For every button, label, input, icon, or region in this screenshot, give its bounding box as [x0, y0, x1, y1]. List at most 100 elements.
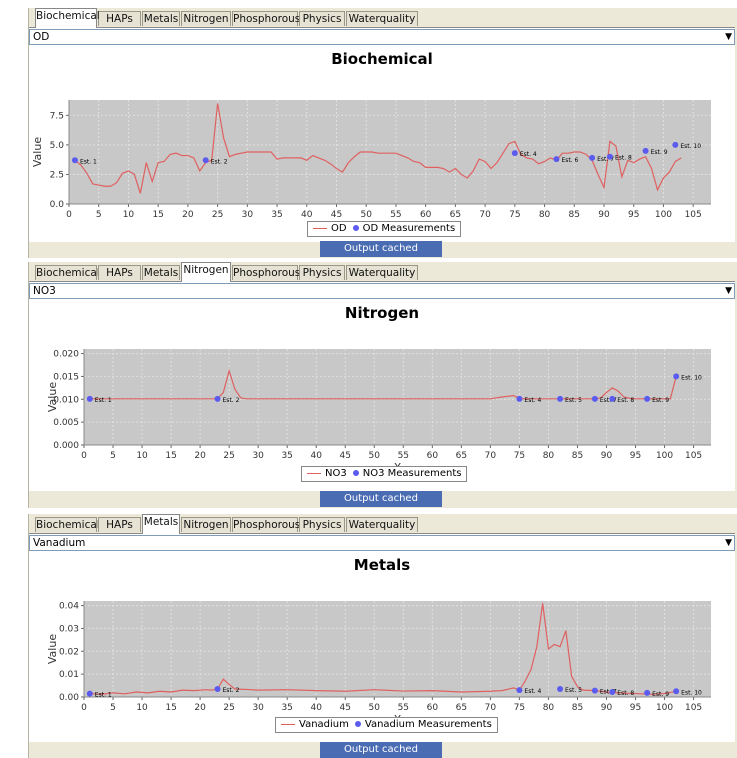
tab-physics[interactable]: Physics: [299, 11, 345, 26]
x-tick-label: 15: [165, 703, 176, 713]
point-label: Est. 7: [600, 397, 617, 404]
point-label: Est. 9: [652, 397, 669, 404]
parameter-select[interactable]: OD ▼: [29, 29, 735, 45]
panel-content: OD ▼ Biochemical 0 5 10 15 20 25 30 35 40 45 50 55 6…: [29, 27, 735, 242]
tab-haps[interactable]: HAPs: [98, 11, 141, 26]
y-tick-label: 0.015: [53, 372, 79, 382]
x-tick-label: 20: [194, 451, 206, 461]
dropdown-arrow-icon[interactable]: ▼: [725, 286, 732, 296]
x-tick-label: 70: [485, 451, 497, 461]
x-tick-label: 70: [485, 703, 497, 713]
point-label: Est. 1: [95, 692, 112, 699]
chart-panel-biochemical: Biochemical HAPs Metals Nitrogen Phosphorous…: [28, 8, 737, 258]
parameter-select[interactable]: Vanadium ▼: [29, 535, 735, 551]
point-label: Est. 10: [681, 374, 702, 381]
tab-haps[interactable]: HAPs: [98, 265, 141, 280]
tab-haps[interactable]: HAPs: [98, 517, 141, 532]
measurement-point: [672, 141, 679, 148]
x-tick-label: 45: [340, 451, 351, 461]
parameter-select-value: Vanadium: [33, 537, 86, 549]
x-tick-label: 55: [398, 703, 409, 713]
x-tick-label: 45: [331, 210, 342, 220]
x-tick-label: 25: [223, 703, 234, 713]
tab-nitrogen[interactable]: Nitrogen: [181, 11, 231, 26]
x-tick-label: 85: [572, 451, 583, 461]
x-tick-label: 30: [242, 210, 254, 220]
tab-metals[interactable]: Metals: [142, 514, 180, 534]
x-tick-label: 55: [390, 210, 401, 220]
x-tick-label: 105: [685, 210, 702, 220]
tab-waterquality[interactable]: Waterquality: [346, 265, 418, 280]
x-tick-label: 0: [81, 451, 87, 461]
measurement-point: [644, 395, 651, 402]
x-tick-label: 105: [685, 703, 702, 713]
tab-phosphorous[interactable]: Phosphorous: [232, 11, 301, 26]
measurement-point: [557, 686, 564, 692]
x-tick-label: 100: [656, 703, 673, 713]
tab-biochemical[interactable]: Biochemical: [35, 265, 100, 280]
y-tick-label: 2.5: [50, 170, 64, 180]
tab-metals[interactable]: Metals: [142, 265, 180, 280]
x-tick-label: 40: [310, 703, 322, 713]
chart-title: Metals: [353, 556, 411, 574]
legend-marker-swatch: [354, 721, 361, 727]
point-label: Est. 1: [80, 158, 97, 165]
x-tick-label: 0: [66, 210, 72, 220]
y-tick-label: 0.005: [53, 418, 79, 428]
tab-phosphorous[interactable]: Phosphorous: [232, 517, 301, 532]
point-label: Est. 9: [652, 691, 669, 698]
tab-strip: Biochemical HAPs Metals Nitrogen Phosphorous…: [33, 262, 733, 282]
point-label: Est. 10: [680, 143, 701, 150]
y-axis-label: Value: [46, 382, 59, 412]
x-tick-label: 100: [656, 451, 673, 461]
y-tick-label: 0.02: [59, 647, 79, 657]
x-tick-label: 95: [630, 703, 641, 713]
x-tick-label: 65: [456, 703, 467, 713]
x-tick-label: 35: [281, 451, 292, 461]
point-label: Est. 4: [524, 688, 541, 695]
point-label: Est. 5: [565, 397, 582, 404]
tab-waterquality[interactable]: Waterquality: [346, 11, 418, 26]
x-tick-label: 50: [369, 703, 381, 713]
measurement-point: [516, 395, 523, 402]
tab-physics[interactable]: Physics: [299, 517, 345, 532]
line-chart: 0 5 10 15 20 25 30 35 40 45 50 55 60 65 70 75 80 85 90 95 10…: [31, 100, 711, 233]
tab-nitrogen[interactable]: Nitrogen: [181, 262, 231, 282]
x-tick-label: 90: [598, 210, 610, 220]
legend-marker-swatch: [352, 225, 359, 231]
dropdown-arrow-icon[interactable]: ▼: [725, 538, 732, 548]
tab-metals[interactable]: Metals: [142, 11, 180, 26]
dropdown-arrow-icon[interactable]: ▼: [725, 32, 732, 42]
x-tick-label: 55: [398, 451, 409, 461]
measurement-point: [609, 395, 616, 402]
y-tick-label: 7.5: [50, 111, 64, 121]
x-tick-label: 95: [630, 451, 641, 461]
parameter-select-value: OD: [33, 31, 50, 43]
tab-waterquality[interactable]: Waterquality: [346, 517, 418, 532]
tab-nitrogen[interactable]: Nitrogen: [181, 517, 231, 532]
point-label: Est. 4: [520, 151, 537, 158]
tab-biochemical[interactable]: Biochemical: [35, 8, 100, 28]
parameter-select-value: NO3: [33, 285, 56, 297]
tab-biochemical[interactable]: Biochemical: [35, 517, 100, 532]
y-tick-label: 0.00: [59, 693, 79, 703]
x-tick-label: 35: [271, 210, 282, 220]
x-tick-label: 60: [420, 210, 432, 220]
x-tick-label: 40: [310, 451, 322, 461]
point-label: Est. 2: [223, 687, 240, 694]
tab-physics[interactable]: Physics: [299, 265, 345, 280]
legend-line-swatch: [313, 227, 327, 229]
x-tick-label: 50: [369, 451, 381, 461]
x-tick-label: 15: [165, 451, 176, 461]
y-tick-label: 0.01: [59, 670, 79, 680]
status-bar: Output cached: [320, 491, 442, 507]
parameter-select[interactable]: NO3 ▼: [29, 283, 735, 299]
x-tick-label: 65: [450, 210, 461, 220]
measurement-point: [214, 686, 221, 692]
x-tick-label: 30: [252, 451, 264, 461]
chart-legend: Vanadium Vanadium Measurements: [275, 717, 498, 733]
measurement-point: [591, 687, 598, 694]
tab-phosphorous[interactable]: Phosphorous: [232, 265, 301, 280]
tab-strip: Biochemical HAPs Metals Nitrogen Phosphorous…: [33, 8, 733, 28]
x-tick-label: 35: [281, 703, 292, 713]
